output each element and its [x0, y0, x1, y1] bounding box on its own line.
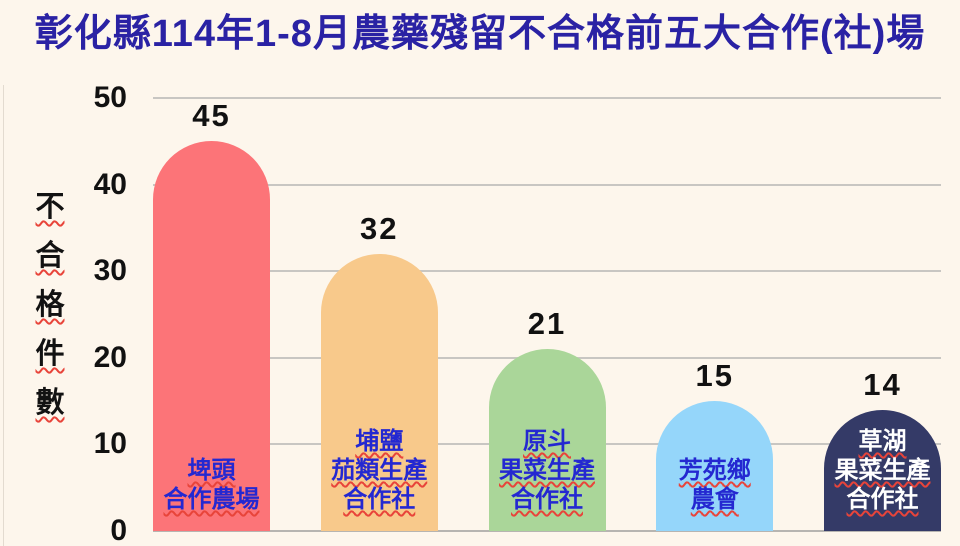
x-axis-line	[153, 530, 941, 532]
bar-value-label: 21	[527, 306, 567, 342]
bar-category-label-line: 合作農場	[163, 486, 260, 513]
bar-category-label-line: 合作社	[511, 486, 583, 513]
bar-category-label-line: 果菜生產	[834, 457, 931, 484]
bar-category-label-line: 茄類生產	[331, 457, 428, 484]
bar-value-label: 15	[695, 358, 734, 394]
bar-category-label: 草湖 果菜生產 合作社	[824, 427, 941, 514]
y-tick-label: 50	[93, 81, 127, 114]
y-tick-label: 30	[93, 254, 127, 288]
bar-category-label-line: 農會	[690, 486, 739, 513]
y-axis-title-char: 數	[35, 387, 65, 419]
bar-芳苑鄉農會	[656, 401, 774, 531]
y-tick-label: 20	[93, 340, 127, 374]
bar-value-label: 45	[192, 98, 231, 134]
bar-草湖果菜生產合作社	[824, 409, 941, 531]
gridline	[153, 183, 941, 186]
gridline	[153, 270, 941, 273]
bar-category-label: 原斗 果菜生產 合作社	[489, 427, 606, 514]
bar-埔鹽茄類生產合作社	[320, 253, 438, 531]
bar-category-label-line: 芳苑鄉	[678, 457, 751, 484]
y-tick-label: 10	[93, 427, 127, 461]
bar-category-label-line: 埤頭	[187, 457, 236, 484]
y-axis-title-char: 件	[35, 338, 65, 370]
bar-value-label: 32	[360, 210, 399, 246]
y-axis-title: 不合格件數	[33, 183, 67, 428]
bar-category-label-line: 合作社	[846, 486, 919, 513]
bar-category-label: 埤頭 合作農場	[153, 456, 270, 514]
bar-category-label-line: 合作社	[343, 486, 416, 513]
y-tick-label: 40	[93, 167, 127, 201]
bar-category-label-line: 原斗	[523, 428, 571, 455]
bar-value-label: 14	[863, 366, 902, 402]
bar-category-label-line: 埔鹽	[355, 428, 404, 455]
y-axis-title-char: 格	[35, 289, 65, 321]
bar-category-label-line: 草湖	[858, 428, 907, 455]
y-axis-title-char: 合	[35, 240, 65, 272]
left-edge-line	[3, 85, 4, 546]
bar-埤頭合作農場	[153, 141, 270, 531]
chart-title: 彰化縣114年1-8月農藥殘留不合格前五大合作(社)場	[34, 13, 926, 55]
y-axis-title-char: 不	[35, 191, 65, 223]
bar-category-label: 芳苑鄉 農會	[656, 456, 773, 514]
y-tick-label: 0	[110, 514, 127, 546]
bar-原斗果菜生產合作社	[488, 349, 606, 531]
bar-category-label: 埔鹽 茄類生產 合作社	[321, 427, 438, 514]
bar-category-label-line: 果菜生產	[499, 457, 595, 484]
gridline	[153, 97, 941, 99]
